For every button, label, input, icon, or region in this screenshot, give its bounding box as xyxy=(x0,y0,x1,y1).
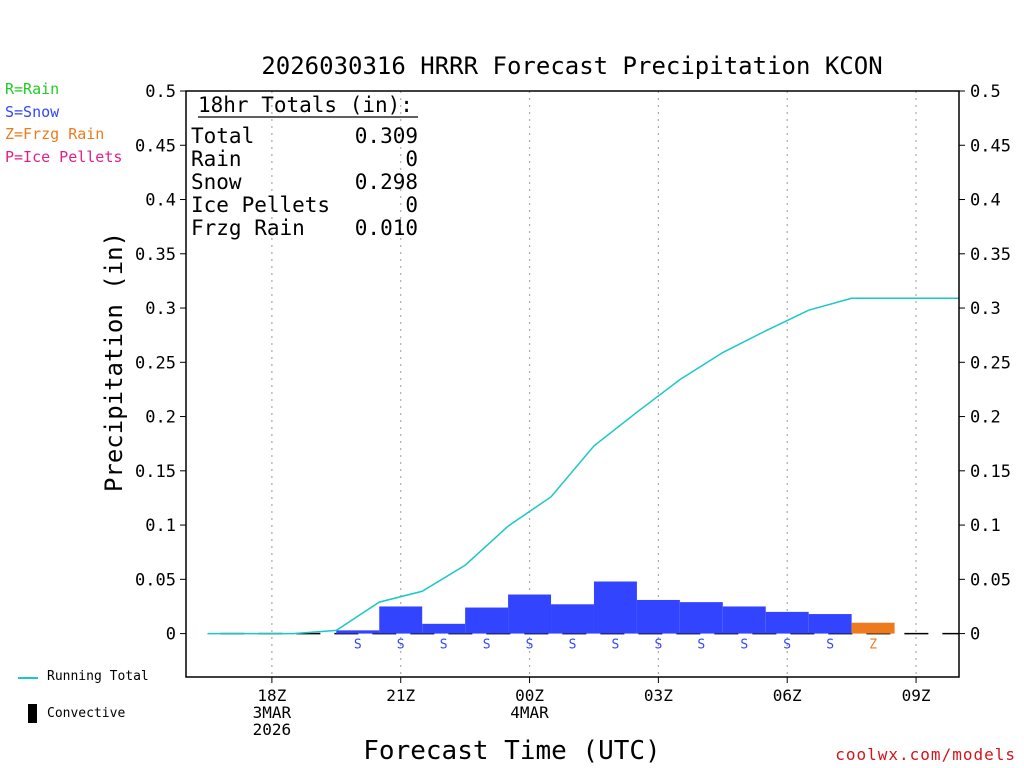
y-tick-label-right: 0.45 xyxy=(970,136,1011,156)
plot-frame xyxy=(185,90,960,678)
y-tick-label-right: 0.4 xyxy=(970,191,1001,211)
ptype-label: S xyxy=(654,638,662,653)
x-tick-label: 3MAR xyxy=(253,703,292,722)
ptype-label: S xyxy=(354,638,362,653)
y-tick-label-left: 0.1 xyxy=(145,516,176,536)
y-tick-label-right: 0.3 xyxy=(970,299,1001,319)
totals-title: 18hr Totals (in): xyxy=(198,93,413,117)
chart-title: 2026030316 HRRR Forecast Precipitation K… xyxy=(261,52,882,80)
y-tick-label-left: 0.05 xyxy=(135,570,176,590)
totals-row-label: Rain xyxy=(191,147,242,171)
convective-swatch xyxy=(28,704,37,723)
x-tick-label: 03Z xyxy=(644,686,673,705)
y-tick-label-right: 0.5 xyxy=(970,82,1001,102)
precip-bar xyxy=(379,606,423,634)
ptype-label: S xyxy=(826,638,834,653)
totals-row-value: 0.298 xyxy=(355,170,418,194)
ptype-label: S xyxy=(697,638,705,653)
y-tick-label-left: 0.15 xyxy=(135,462,176,482)
y-tick-label-left: 0 xyxy=(166,625,176,645)
precip-bar xyxy=(765,611,809,634)
running-total-line xyxy=(207,297,959,635)
ptype-label: S xyxy=(612,638,620,653)
ptype-label: S xyxy=(440,638,448,653)
legend-item: Z=Frzg Rain xyxy=(5,125,105,143)
x-tick-label: 21Z xyxy=(386,686,415,705)
y-tick-label-left: 0.5 xyxy=(145,82,176,102)
convective-legend-label: Convective xyxy=(47,706,126,721)
x-tick-label: 18Z xyxy=(257,686,286,705)
y-tick-label-right: 0 xyxy=(970,625,980,645)
y-tick-label-right: 0.25 xyxy=(970,353,1011,373)
y-tick-label-right: 0.05 xyxy=(970,570,1011,590)
precip-bar xyxy=(508,594,552,634)
y-tick-label-left: 0.3 xyxy=(145,299,176,319)
ptype-label: Z xyxy=(869,638,877,653)
running-total-legend-label: Running Total xyxy=(47,669,149,684)
precip-type-legend: R=Rain S=Snow Z=Frzg Rain P=Ice Pellets xyxy=(5,80,122,170)
precip-bar xyxy=(422,623,466,634)
legend-item: S=Snow xyxy=(5,102,60,121)
precip-bar xyxy=(851,622,895,634)
precip-bar xyxy=(593,581,637,634)
ptype-label: S xyxy=(783,638,791,653)
y-tick-label-left: 0.4 xyxy=(145,191,176,211)
totals-box: 18hr Totals (in): Total 0.309 Rain 0 Snow 0.2… xyxy=(191,93,418,240)
precip-bar xyxy=(551,604,594,634)
totals-row-label: Ice Pellets xyxy=(191,193,330,217)
totals-row-value: 0 xyxy=(405,193,418,217)
running-total-layer xyxy=(207,297,959,635)
precip-bar xyxy=(636,599,680,634)
y-tick-label-right: 0.2 xyxy=(970,408,1001,428)
totals-row-value: 0.309 xyxy=(355,124,418,148)
legend-item: P=Ice Pellets xyxy=(5,147,123,166)
precip-bar xyxy=(722,606,766,634)
y-tick-label-left: 0.45 xyxy=(135,136,176,156)
x-tick-label: 09Z xyxy=(902,686,931,705)
x-tick-label: 00Z xyxy=(515,686,544,705)
y-tick-label-left: 0.35 xyxy=(135,245,176,265)
y-axis-label: Precipitation (in) xyxy=(100,232,128,492)
ptype-label: S xyxy=(740,638,748,653)
ptype-label: S xyxy=(526,638,534,653)
ptype-label: S xyxy=(483,638,491,653)
y-tick-label-right: 0.15 xyxy=(970,462,1011,482)
totals-row-label: Total xyxy=(191,124,254,148)
y-tick-label-left: 0.2 xyxy=(145,408,176,428)
x-tick-label: 4MAR xyxy=(510,703,549,722)
totals-row-label: Snow xyxy=(191,170,242,194)
y-tick-label-right: 0.1 xyxy=(970,516,1001,536)
totals-row-label: Frzg Rain xyxy=(191,216,305,240)
x-tick-label: 2026 xyxy=(253,720,292,739)
x-axis-label: Forecast Time (UTC) xyxy=(363,736,660,766)
y-tick-label-right: 0.35 xyxy=(970,245,1011,265)
legend-item: R=Rain xyxy=(5,80,60,98)
totals-row-value: 0 xyxy=(405,147,418,171)
precip-bar xyxy=(808,614,852,634)
running-total-swatch xyxy=(18,677,38,679)
precip-bar xyxy=(465,607,509,634)
ptype-label: S xyxy=(397,638,405,653)
x-tick-label: 06Z xyxy=(773,686,802,705)
precip-bar xyxy=(679,602,723,634)
ptype-label: S xyxy=(569,638,577,653)
totals-row-value: 0.010 xyxy=(355,216,418,240)
credit-text: coolwx.com/models xyxy=(835,745,1016,764)
precip-bar xyxy=(336,630,380,634)
y-tick-label-left: 0.25 xyxy=(135,353,176,373)
